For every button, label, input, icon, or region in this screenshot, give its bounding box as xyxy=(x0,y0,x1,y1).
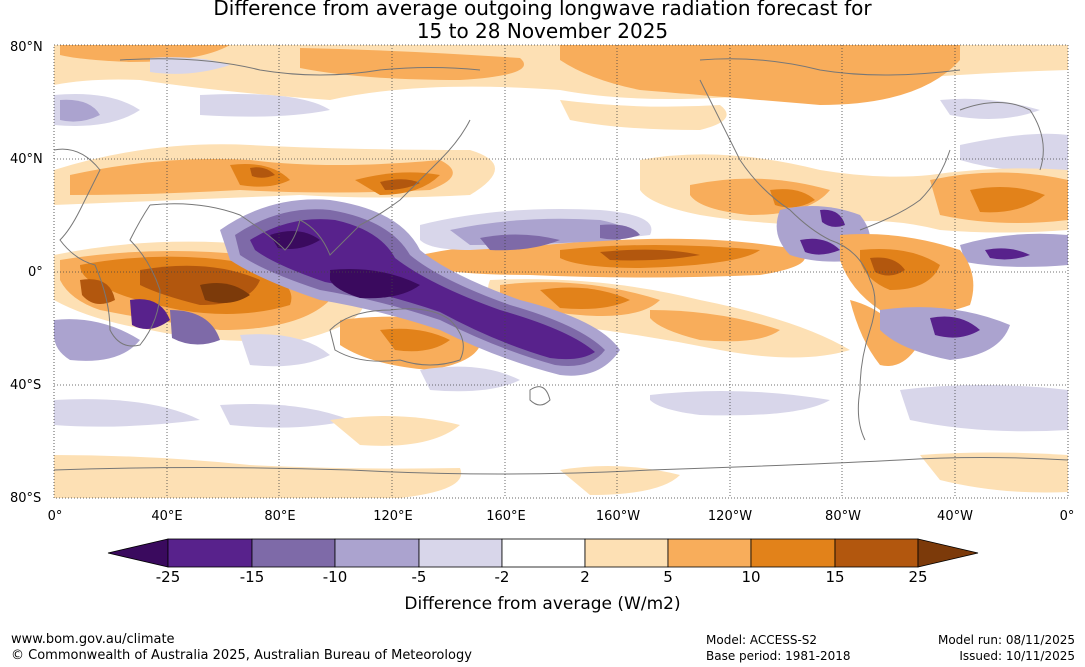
lon-label-40w: 40°W xyxy=(937,509,973,524)
colorbar-segment xyxy=(750,538,836,568)
colorbar-tick: -25 xyxy=(155,568,181,586)
colorbar-tick: -10 xyxy=(322,568,348,586)
footer-copyright: © Commonwealth of Australia 2025, Austra… xyxy=(11,648,472,663)
colorbar-tick: 5 xyxy=(663,568,673,586)
colorbar-tick: -15 xyxy=(239,568,265,586)
footer-base-period: Base period: 1981-2018 xyxy=(706,649,851,663)
lat-label-equator: 0° xyxy=(28,265,43,280)
map-title-line-2: 15 to 28 November 2025 xyxy=(416,19,669,43)
lat-label-80n: 80°N xyxy=(10,40,43,55)
colorbar-arrow-high xyxy=(917,538,979,568)
colorbar-tick: 15 xyxy=(825,568,845,586)
lat-label-40n: 40°N xyxy=(10,152,43,167)
lon-label-120e: 120°E xyxy=(373,509,413,524)
colorbar-segment xyxy=(334,538,420,568)
colorbar-tick: 25 xyxy=(908,568,928,586)
colorbar-arrow-low xyxy=(107,538,169,568)
lon-label-0-left: 0° xyxy=(47,509,63,524)
colorbar-segment xyxy=(251,538,336,568)
lon-label-40e: 40°E xyxy=(151,509,183,524)
lon-label-160e: 160°E xyxy=(486,509,526,524)
colorbar-segment xyxy=(584,538,669,568)
colorbar-segment xyxy=(501,538,586,568)
colorbar-tick: 2 xyxy=(580,568,590,586)
colorbar-segment xyxy=(167,538,253,568)
footer-issued: Issued: 10/11/2025 xyxy=(959,649,1075,663)
footer-model: Model: ACCESS-S2 xyxy=(706,633,818,647)
anomaly-shading xyxy=(54,45,1068,498)
colorbar-segment xyxy=(418,538,503,568)
colorbar-label: Difference from average (W/m2) xyxy=(404,594,681,614)
graticule xyxy=(54,45,1068,498)
lon-label-160w: 160°W xyxy=(595,509,641,524)
lon-label-0-right: 0° xyxy=(1059,509,1075,524)
colorbar-segment xyxy=(834,538,919,568)
colorbar-tick: 10 xyxy=(741,568,761,586)
coastlines xyxy=(54,58,1068,475)
footer-website[interactable]: www.bom.gov.au/climate xyxy=(11,632,175,647)
lon-label-80w: 80°W xyxy=(825,509,861,524)
colorbar-tick: -5 xyxy=(411,568,427,586)
footer-model-run: Model run: 08/11/2025 xyxy=(937,633,1075,647)
map-title-line-1: Difference from average outgoing longwav… xyxy=(213,0,872,20)
map-frame xyxy=(53,44,1069,499)
lon-label-80e: 80°E xyxy=(264,509,296,524)
colorbar-tick: -2 xyxy=(494,568,510,586)
colorbar-segment xyxy=(667,538,752,568)
lat-label-80s: 80°S xyxy=(10,491,42,506)
lat-label-40s: 40°S xyxy=(10,378,42,393)
lon-label-120w: 120°W xyxy=(707,509,753,524)
